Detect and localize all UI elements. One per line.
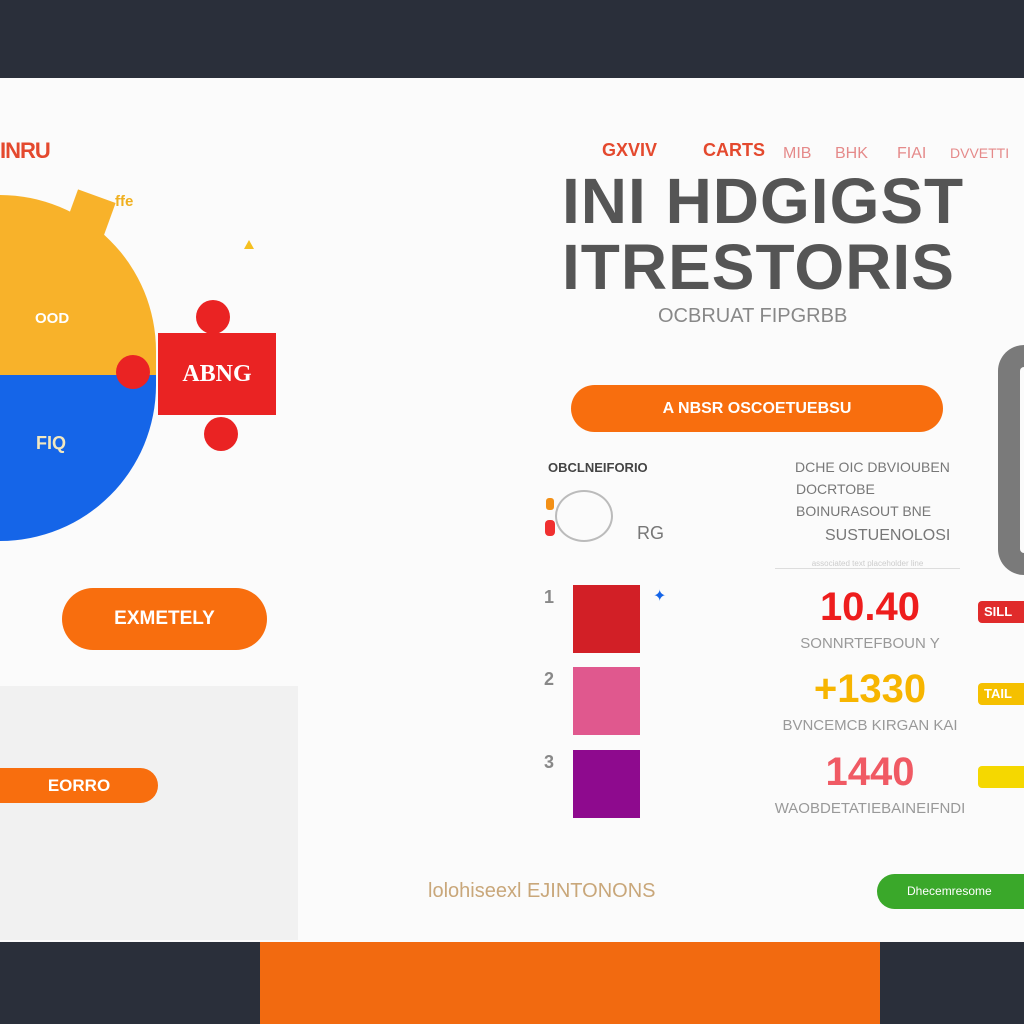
desc-line: SUSTUENOLOSI (825, 527, 951, 544)
metric-caption: SONNRTEFBOUN Y (800, 635, 940, 652)
desc-line: DOCRTOBE (796, 481, 875, 497)
puzzle-piece: ABNG (158, 333, 276, 415)
divider-text: associated text placeholder line (775, 559, 960, 569)
star-icon: ✦ (653, 588, 667, 605)
desc-line: BOINURASOUT BNE (796, 503, 932, 519)
metric-value: 1440 (825, 750, 915, 794)
color-swatch (573, 750, 640, 818)
gauge-ring (998, 345, 1024, 575)
puzzle-knob-left (116, 355, 150, 389)
metric-tag[interactable]: TAIL (978, 683, 1024, 705)
dot-red (545, 520, 555, 536)
puzzle-knob-top (196, 300, 230, 334)
section-heading: OBCLNEIFORIO (548, 460, 648, 475)
color-swatch (573, 667, 640, 735)
hero-cta-button[interactable]: A NBSR OSCOETUEBSU (571, 385, 943, 432)
color-swatch (573, 585, 640, 653)
nav-item[interactable]: DVVETTI (950, 145, 1010, 161)
nav-item[interactable]: FIAI (897, 145, 927, 162)
row-index: 2 (544, 669, 555, 689)
puzzle-knob-bottom (204, 417, 238, 451)
row-index: 3 (544, 752, 555, 772)
metric-caption: BVNCEMCB KIRGAN KAI (782, 717, 958, 734)
pie-bottom-label: FIQ (36, 433, 66, 453)
left-panel (0, 686, 298, 940)
nav-item[interactable]: BHK (835, 145, 868, 162)
nav-item[interactable]: CARTS (703, 140, 765, 160)
metric-tag[interactable]: SILL (978, 601, 1024, 623)
metric-tag[interactable] (978, 766, 1024, 788)
footer-link[interactable]: lolohiseexl EJINTONONS (428, 880, 656, 902)
nav-item[interactable]: GXVIV (602, 140, 658, 160)
metric-value: +1330 (813, 667, 927, 711)
dot-orange (546, 498, 554, 510)
bottom-orange-bar (260, 942, 880, 1024)
metric-value: 10.40 (819, 585, 921, 629)
green-button[interactable]: Dhecemresome (877, 874, 1024, 909)
brand-logo: INRU (0, 138, 51, 163)
icon-label: RG (637, 523, 664, 543)
desc-line: DCHE OIC DBVIOUBEN (795, 459, 950, 475)
hero-title-line1: INI HDGIGST (562, 165, 965, 237)
pie-small-label: ffe (115, 193, 134, 210)
panel-button[interactable]: EORRO (0, 768, 158, 803)
hero-subtitle: OCBRUAT FIPGRBB (658, 305, 848, 327)
globe-icon (555, 490, 613, 542)
metric-caption: WAOBDETATIEBAINEIFNDI (774, 800, 966, 817)
row-index: 1 (544, 587, 555, 607)
left-cta-button[interactable]: EXMETELY (62, 588, 267, 650)
triangle-icon (244, 240, 254, 249)
hero-title-line2: ITRESTORIS (562, 231, 955, 303)
pie-top-label: OOD (35, 310, 70, 327)
nav-item[interactable]: MIB (783, 145, 812, 162)
hero-title: INI HDGIGST ITRESTORIS (562, 168, 964, 300)
